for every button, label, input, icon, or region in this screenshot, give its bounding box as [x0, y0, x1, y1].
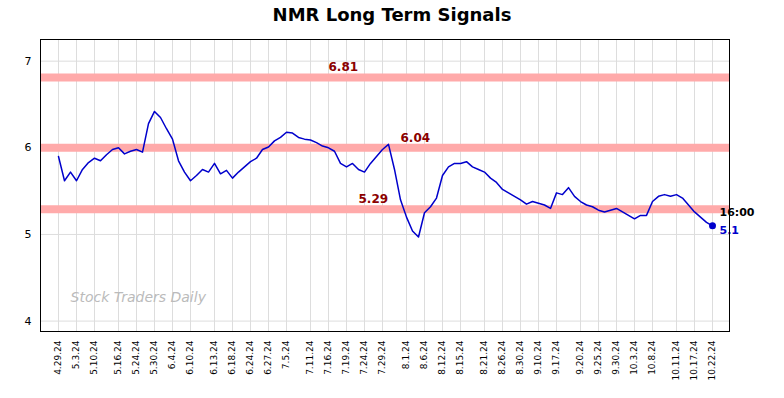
svg-text:9.17.24: 9.17.24 [551, 340, 561, 375]
svg-text:6: 6 [25, 141, 32, 154]
svg-text:5.30.24: 5.30.24 [149, 340, 159, 375]
svg-text:16:00: 16:00 [720, 206, 755, 219]
svg-text:Stock Traders Daily: Stock Traders Daily [71, 289, 207, 305]
svg-text:6.13.24: 6.13.24 [209, 340, 219, 375]
svg-text:5.29: 5.29 [359, 192, 389, 206]
svg-text:6.24.24: 6.24.24 [245, 340, 255, 375]
svg-text:7.29.24: 7.29.24 [377, 340, 387, 375]
html-text:NMR Long Term Signals: NMR Long Term Signals [272, 4, 512, 25]
svg-text:7.24.24: 7.24.24 [359, 340, 369, 375]
svg-text:4.29.24: 4.29.24 [53, 340, 63, 375]
svg-text:6.10.24: 6.10.24 [185, 340, 195, 375]
svg-text:5.16.24: 5.16.24 [113, 340, 123, 375]
svg-text:5.24.24: 5.24.24 [131, 340, 141, 375]
svg-text:9.25.24: 9.25.24 [593, 340, 603, 375]
svg-text:10.8.24: 10.8.24 [647, 340, 657, 375]
svg-text:5.3.24: 5.3.24 [71, 340, 81, 369]
svg-text:10.17.24: 10.17.24 [689, 340, 699, 380]
svg-text:8.21.24: 8.21.24 [479, 340, 489, 375]
svg-text:8.1.24: 8.1.24 [401, 340, 411, 369]
svg-text:9.20.24: 9.20.24 [575, 340, 585, 375]
svg-text:6.4.24: 6.4.24 [167, 340, 177, 369]
svg-text:10.22.24: 10.22.24 [707, 340, 717, 380]
svg-text:5.10.24: 5.10.24 [89, 340, 99, 375]
svg-text:6.18.24: 6.18.24 [227, 340, 237, 375]
svg-text:5.1: 5.1 [719, 224, 739, 238]
svg-text:7.19.24: 7.19.24 [341, 340, 351, 375]
svg-text:6.81: 6.81 [329, 60, 359, 74]
svg-text:7.5.24: 7.5.24 [281, 340, 291, 369]
svg-text:7.16.24: 7.16.24 [323, 340, 333, 375]
svg-text:8.12.24: 8.12.24 [437, 340, 447, 375]
svg-text:4: 4 [25, 315, 32, 328]
svg-text:10.11.24: 10.11.24 [671, 340, 681, 380]
svg-text:6.27.24: 6.27.24 [263, 340, 273, 375]
svg-text:8.30.24: 8.30.24 [515, 340, 525, 375]
svg-text:9.30.24: 9.30.24 [611, 340, 621, 375]
svg-text:6.04: 6.04 [401, 131, 431, 145]
svg-text:10.3.24: 10.3.24 [629, 340, 639, 375]
svg-text:8.26.24: 8.26.24 [497, 340, 507, 375]
svg-text:8.6.24: 8.6.24 [419, 340, 429, 369]
svg-text:5: 5 [25, 228, 32, 241]
svg-text:7: 7 [25, 55, 32, 68]
svg-text:9.10.24: 9.10.24 [533, 340, 543, 375]
svg-text:7.11.24: 7.11.24 [305, 340, 315, 375]
svg-text:8.15.24: 8.15.24 [455, 340, 465, 375]
